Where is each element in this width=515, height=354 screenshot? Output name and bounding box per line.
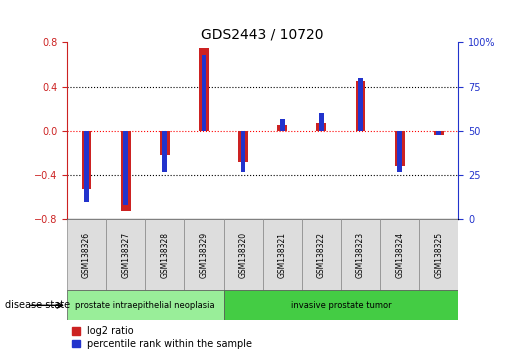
Bar xyxy=(356,81,366,131)
Bar xyxy=(436,131,441,135)
Text: GSM138320: GSM138320 xyxy=(238,232,248,278)
Bar xyxy=(238,131,248,162)
Bar xyxy=(241,131,246,172)
Bar xyxy=(278,125,287,131)
Text: invasive prostate tumor: invasive prostate tumor xyxy=(290,301,391,310)
Bar xyxy=(434,131,444,136)
Text: GSM138321: GSM138321 xyxy=(278,232,287,278)
Bar xyxy=(224,219,263,290)
Bar xyxy=(224,290,458,320)
Bar xyxy=(397,131,402,172)
Bar xyxy=(199,48,209,131)
Bar xyxy=(380,219,419,290)
Text: GSM138327: GSM138327 xyxy=(121,232,130,278)
Text: GSM138328: GSM138328 xyxy=(160,232,169,278)
Text: prostate intraepithelial neoplasia: prostate intraepithelial neoplasia xyxy=(75,301,215,310)
Bar xyxy=(419,219,458,290)
Bar xyxy=(280,119,285,131)
Text: GSM138325: GSM138325 xyxy=(434,232,443,278)
Text: GSM138324: GSM138324 xyxy=(395,232,404,278)
Legend: log2 ratio, percentile rank within the sample: log2 ratio, percentile rank within the s… xyxy=(72,326,252,349)
Text: GSM138326: GSM138326 xyxy=(82,232,91,278)
Bar xyxy=(201,55,207,131)
Text: disease state: disease state xyxy=(5,300,70,310)
Bar xyxy=(184,219,224,290)
Bar xyxy=(123,131,128,205)
Bar xyxy=(162,131,167,172)
Bar xyxy=(160,131,170,155)
Bar xyxy=(263,219,302,290)
Bar xyxy=(84,131,89,202)
Bar xyxy=(121,131,131,211)
Bar xyxy=(302,219,341,290)
Title: GDS2443 / 10720: GDS2443 / 10720 xyxy=(201,27,324,41)
Text: GSM138329: GSM138329 xyxy=(199,232,209,278)
Bar xyxy=(319,113,324,131)
Bar xyxy=(67,290,224,320)
Bar xyxy=(67,219,106,290)
Text: GSM138323: GSM138323 xyxy=(356,232,365,278)
Bar xyxy=(317,123,327,131)
Bar xyxy=(341,219,380,290)
Bar xyxy=(145,219,184,290)
Bar xyxy=(395,131,405,166)
Bar xyxy=(358,78,363,131)
Text: GSM138322: GSM138322 xyxy=(317,232,326,278)
Bar xyxy=(82,131,92,188)
Bar xyxy=(106,219,145,290)
